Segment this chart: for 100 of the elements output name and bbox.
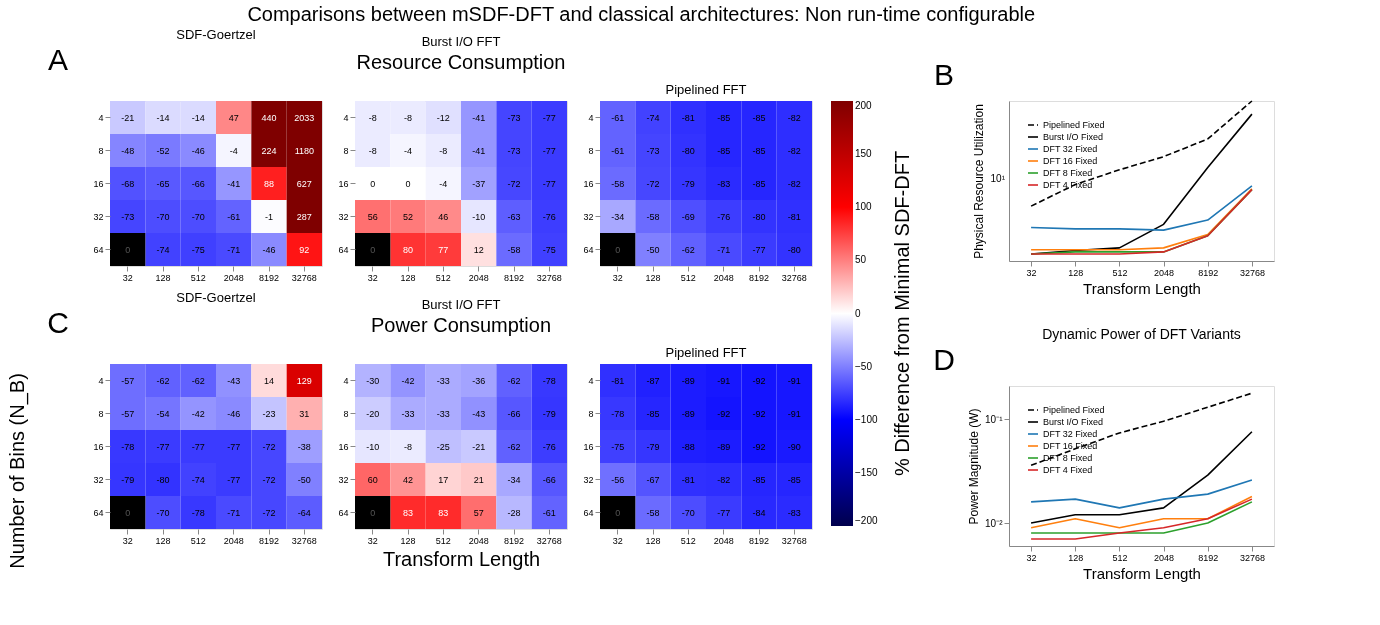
x-tick-label: 2048 [713,272,734,283]
data-label: -70 [191,211,205,222]
y-tick-label: 10⁻² [985,517,1004,529]
data-label: -50 [646,244,660,255]
x-tick-label: 32768 [1239,267,1265,278]
data-label: -57 [121,375,135,386]
data-label: -64 [297,507,311,518]
x-axis-title: Transform Length [1083,279,1201,297]
text: 0 [125,507,131,518]
data-label: -83 [717,178,731,189]
data-label: -61 [611,112,625,123]
data-label: -70 [681,507,695,518]
data-label: -73 [646,145,660,156]
x-tick-label: 512 [680,272,696,283]
text: 10¹ [990,173,1006,185]
data-label: 21 [473,474,484,485]
data-label: -21 [472,441,486,452]
data-label: -85 [717,145,731,156]
data-label: -58 [507,244,521,255]
x-tick-label: 2048 [468,272,489,283]
x-tick-label: 32768 [781,272,807,283]
data-label: -4 [439,178,448,189]
data-label: -58 [646,211,660,222]
data-label: -38 [297,441,311,452]
data-label: -78 [121,441,135,452]
x-tick-label: 512 [1112,552,1128,563]
data-label: 83 [402,507,414,518]
data-label: -46 [191,145,205,156]
data-label: 129 [296,375,312,386]
y-tick-label: 64 [338,244,349,255]
x-tick-label: 512 [435,272,451,283]
data-label: -61 [227,211,241,222]
data-label: -77 [156,441,170,452]
text: Power Consumption [370,314,552,336]
data-label: -62 [507,375,521,386]
data-label: -78 [542,375,556,386]
chart-title: Pipelined FFT [665,82,747,97]
data-label: -69 [681,211,695,222]
x-tick-label: 512 [190,272,206,283]
data-label: -74 [646,112,660,123]
data-label: -14 [191,112,205,123]
data-label: -28 [507,507,521,518]
text: C [47,306,69,339]
data-label: -63 [507,211,521,222]
data-label: -30 [366,375,380,386]
x-tick-label: 32 [1026,552,1037,563]
legend-label: Burst I/O Fixed [1043,417,1104,427]
data-label: -12 [436,112,450,123]
data-label: 60 [367,474,378,485]
data-label: -78 [191,507,205,518]
x-tick-label: 128 [1068,267,1084,278]
data-label: -20 [366,408,380,419]
data-label: -77 [191,441,205,452]
data-label: -4 [229,145,238,156]
data-label: 57 [473,507,484,518]
x-tick-label: 32 [122,535,133,546]
data-label: -76 [542,211,556,222]
data-label: -73 [121,211,135,222]
color-bar-label: 150 [855,148,873,160]
data-label: -88 [681,441,695,452]
data-label: -75 [611,441,625,452]
color-bar-label: 50 [855,254,867,266]
x-tick-label: 2048 [223,272,244,283]
data-label: -80 [156,474,170,485]
text: A [47,43,69,76]
x-tick-label: 32 [612,535,623,546]
data-label: -58 [611,178,625,189]
data-label: -58 [646,507,660,518]
legend-label: DFT 4 Fixed [1043,465,1093,475]
data-label: -92 [717,408,731,419]
data-label: -62 [156,375,170,386]
data-label: 46 [438,211,449,222]
data-label: -71 [227,507,241,518]
y-tick-label: 64 [583,244,594,255]
y-tick-label: 16 [583,441,594,452]
data-label: -43 [472,408,486,419]
data-label: -77 [542,145,556,156]
data-label: -62 [681,244,695,255]
data-label: -8 [403,441,413,452]
data-label: -89 [681,375,695,386]
data-label: -74 [191,474,205,485]
data-label: 88 [263,178,275,189]
y-tick-label: 8 [343,408,349,419]
data-label: -62 [191,375,205,386]
y-tick-label: 4 [343,112,349,123]
data-label: -52 [156,145,170,156]
data-label: -8 [403,112,413,123]
data-label: 83 [438,507,449,518]
data-label: -82 [717,474,731,485]
data-label: -8 [368,145,377,156]
x-tick-label: 8192 [1198,267,1219,278]
data-label: 80 [402,244,414,255]
data-label: -79 [542,408,556,419]
text: 0 [125,244,131,255]
x-tick-label: 512 [435,535,451,546]
y-tick-label: 64 [93,507,104,518]
data-label: -77 [752,244,766,255]
x-tick-label: 128 [1068,552,1084,563]
legend-label: DFT 32 Fixed [1043,429,1098,439]
text: 0 [370,507,376,518]
